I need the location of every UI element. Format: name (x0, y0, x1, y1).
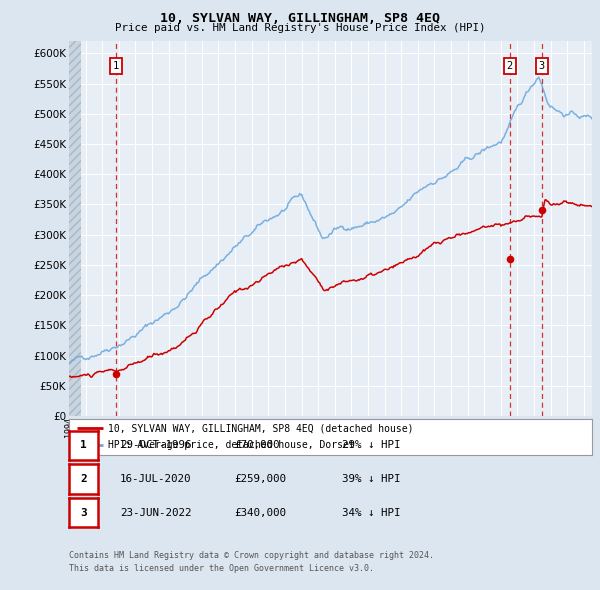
Text: 23-JUN-2022: 23-JUN-2022 (120, 508, 191, 517)
Text: £259,000: £259,000 (234, 474, 286, 484)
Bar (69, 41, 82, 416)
Text: 39% ↓ HPI: 39% ↓ HPI (342, 474, 401, 484)
Text: 10, SYLVAN WAY, GILLINGHAM, SP8 4EQ: 10, SYLVAN WAY, GILLINGHAM, SP8 4EQ (160, 12, 440, 25)
Text: 3: 3 (80, 508, 87, 517)
Text: 2: 2 (506, 61, 513, 71)
Text: This data is licensed under the Open Government Licence v3.0.: This data is licensed under the Open Gov… (69, 564, 374, 573)
Text: 1: 1 (80, 441, 87, 450)
Text: £70,000: £70,000 (234, 441, 280, 450)
Bar (69, 41, 82, 416)
Text: 2: 2 (80, 474, 87, 484)
Text: 34% ↓ HPI: 34% ↓ HPI (342, 508, 401, 517)
Text: 3: 3 (539, 61, 545, 71)
Text: £340,000: £340,000 (234, 508, 286, 517)
Text: Contains HM Land Registry data © Crown copyright and database right 2024.: Contains HM Land Registry data © Crown c… (69, 550, 434, 559)
Text: 10, SYLVAN WAY, GILLINGHAM, SP8 4EQ (detached house): 10, SYLVAN WAY, GILLINGHAM, SP8 4EQ (det… (108, 423, 414, 433)
Text: 29% ↓ HPI: 29% ↓ HPI (342, 441, 401, 450)
Text: 1: 1 (113, 61, 119, 71)
Text: HPI: Average price, detached house, Dorset: HPI: Average price, detached house, Dors… (108, 440, 355, 450)
Text: Price paid vs. HM Land Registry's House Price Index (HPI): Price paid vs. HM Land Registry's House … (115, 23, 485, 33)
Text: 16-JUL-2020: 16-JUL-2020 (120, 474, 191, 484)
Text: 29-OCT-1996: 29-OCT-1996 (120, 441, 191, 450)
